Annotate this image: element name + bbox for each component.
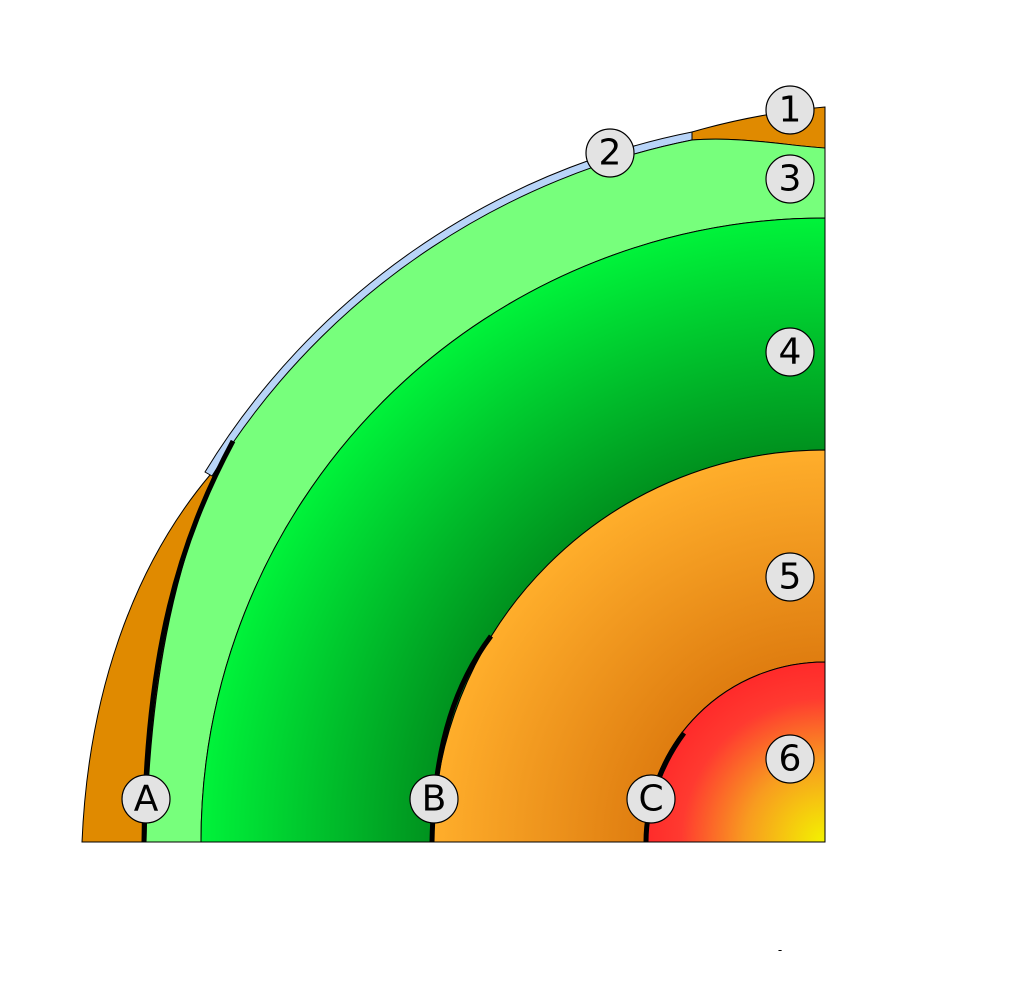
boundary-c-text: C (638, 779, 663, 820)
layer-1-text: 1 (779, 90, 802, 131)
layer-3-label: 3 (765, 154, 815, 204)
boundary-b-text: B (422, 779, 447, 820)
boundary-a-line (141, 439, 236, 843)
layer-2-text: 2 (599, 133, 622, 174)
layer-1-label: 1 (765, 85, 815, 135)
footer-mark: - (778, 943, 782, 957)
layer-6-text: 6 (779, 739, 802, 780)
boundary-a-label: A (121, 774, 171, 824)
layer-4-label: 4 (765, 327, 815, 377)
layer-6-label: 6 (765, 734, 815, 784)
layer-5-text: 5 (779, 557, 802, 598)
boundary-c-label: C (626, 774, 676, 824)
layer-4-text: 4 (779, 332, 802, 373)
boundary-b-label: B (409, 774, 459, 824)
layer-2-label: 2 (585, 128, 635, 178)
boundary-a-text: A (134, 779, 159, 820)
layer-3-text: 3 (779, 159, 802, 200)
layer-5-label: 5 (765, 552, 815, 602)
